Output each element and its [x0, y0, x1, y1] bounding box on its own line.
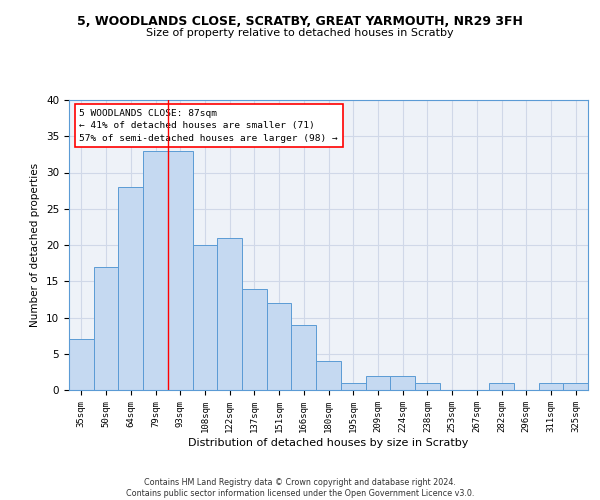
Bar	[267, 303, 292, 390]
Bar	[365, 376, 390, 390]
Text: Size of property relative to detached houses in Scratby: Size of property relative to detached ho…	[146, 28, 454, 38]
Text: Contains HM Land Registry data © Crown copyright and database right 2024.
Contai: Contains HM Land Registry data © Crown c…	[126, 478, 474, 498]
Text: 5, WOODLANDS CLOSE, SCRATBY, GREAT YARMOUTH, NR29 3FH: 5, WOODLANDS CLOSE, SCRATBY, GREAT YARMO…	[77, 15, 523, 28]
Bar	[316, 361, 341, 390]
Bar	[539, 383, 563, 390]
Bar	[193, 245, 217, 390]
Bar	[143, 151, 168, 390]
Bar	[94, 267, 118, 390]
X-axis label: Distribution of detached houses by size in Scratby: Distribution of detached houses by size …	[188, 438, 469, 448]
Bar	[563, 383, 588, 390]
Bar	[168, 151, 193, 390]
Bar	[415, 383, 440, 390]
Bar	[390, 376, 415, 390]
Bar	[217, 238, 242, 390]
Y-axis label: Number of detached properties: Number of detached properties	[31, 163, 40, 327]
Bar	[292, 325, 316, 390]
Bar	[69, 339, 94, 390]
Text: 5 WOODLANDS CLOSE: 87sqm
← 41% of detached houses are smaller (71)
57% of semi-d: 5 WOODLANDS CLOSE: 87sqm ← 41% of detach…	[79, 108, 338, 142]
Bar	[242, 288, 267, 390]
Bar	[489, 383, 514, 390]
Bar	[118, 187, 143, 390]
Bar	[341, 383, 365, 390]
